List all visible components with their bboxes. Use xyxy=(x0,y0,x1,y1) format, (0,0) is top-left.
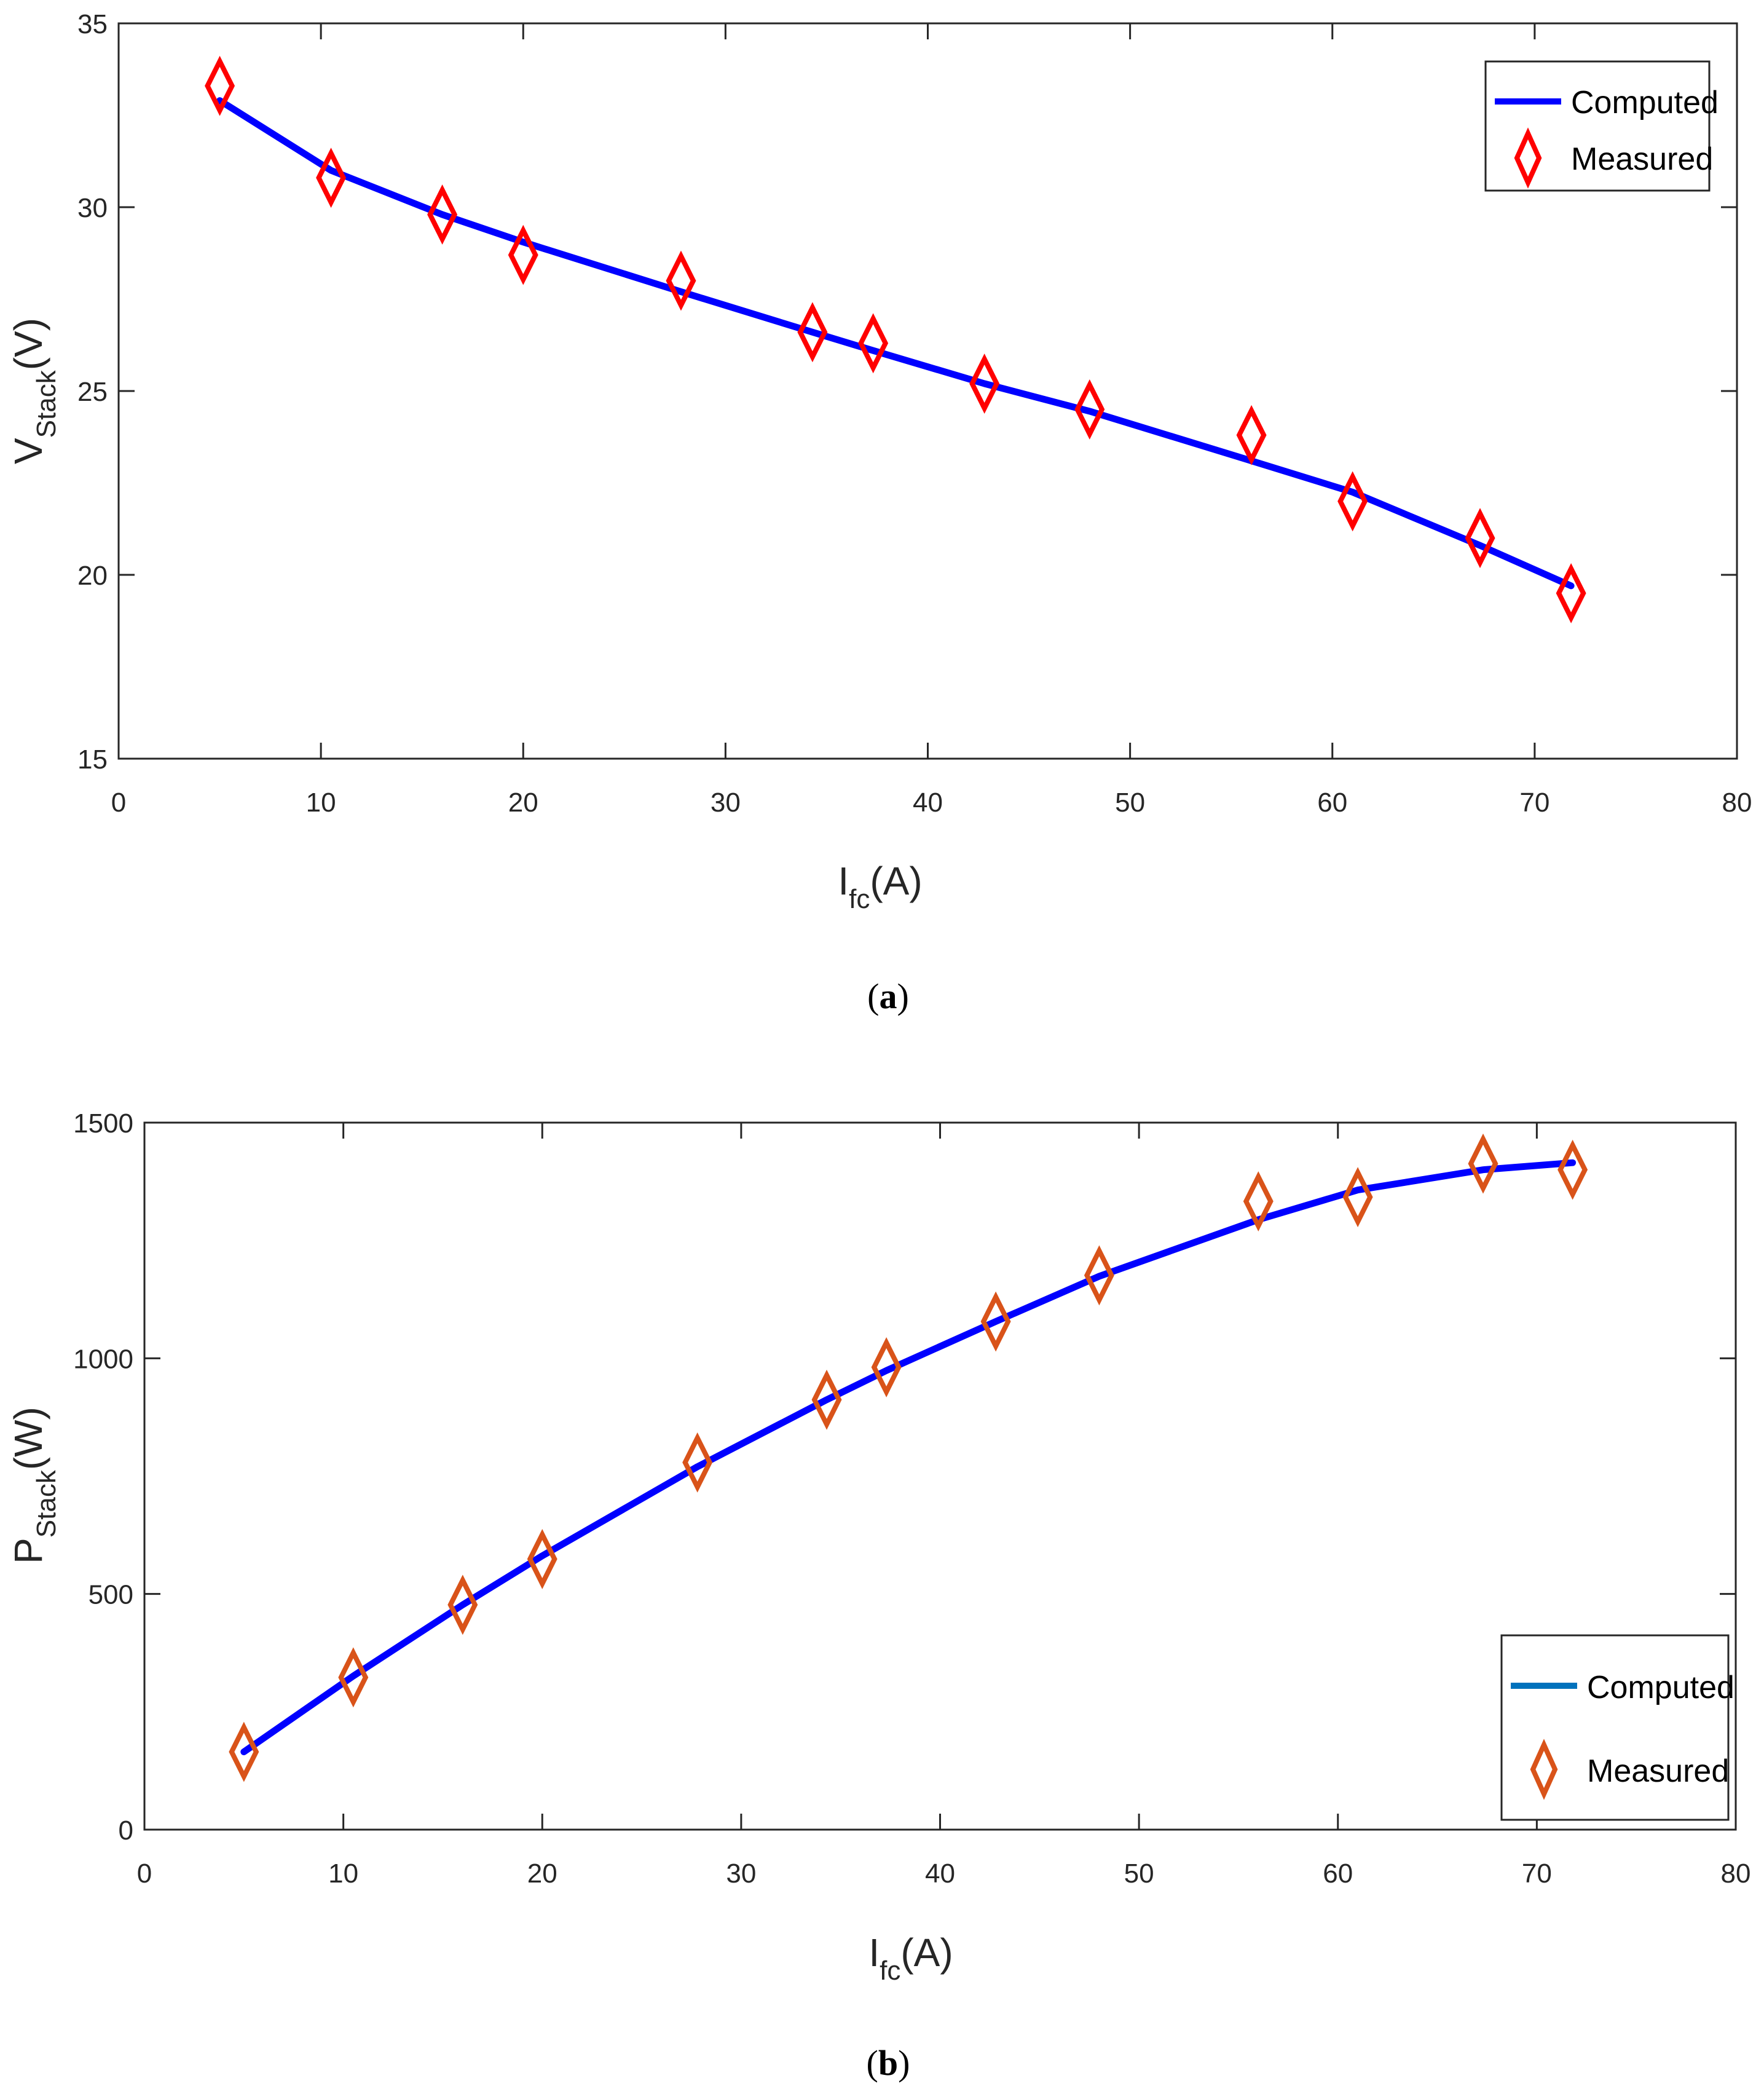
legend-computed-label-b: Computed xyxy=(1587,1670,1734,1705)
computed-line xyxy=(240,1159,1577,1755)
series-b xyxy=(229,1133,1588,1782)
measured-marker xyxy=(338,1647,369,1708)
legend-b: Computed Measured xyxy=(1500,1634,1734,1821)
x-ticks-b: 0 10 20 30 40 50 60 70 80 xyxy=(137,1123,1751,1889)
legend-measured-swatch-a xyxy=(1514,127,1542,189)
y-tick-label: 500 xyxy=(89,1580,133,1610)
x-tick-label: 60 xyxy=(1317,788,1347,818)
y-tick-label: 0 xyxy=(119,1815,133,1846)
measured-marker xyxy=(427,184,458,245)
caption-b: (b) xyxy=(867,2043,910,2083)
x-tick-label: 70 xyxy=(1522,1859,1552,1889)
measured-marker xyxy=(1337,471,1368,532)
x-tick-label: 50 xyxy=(1124,1859,1154,1889)
measured-marker xyxy=(447,1574,478,1635)
x-tick-label: 30 xyxy=(711,788,741,818)
measured-marker xyxy=(1084,1245,1114,1306)
legend-box-b xyxy=(1500,1634,1730,1821)
measured-marker xyxy=(508,224,538,285)
measured-marker xyxy=(1074,379,1105,440)
y-axis-label-a: VStack(V) xyxy=(6,318,61,464)
caption-a: (a) xyxy=(867,976,909,1016)
y-tick-label: 20 xyxy=(77,561,108,591)
legend-measured-label-a: Measured xyxy=(1571,141,1713,177)
y-ticks-b: 0 500 1000 1500 xyxy=(73,1108,1736,1846)
legend-measured-label-b: Measured xyxy=(1587,1753,1729,1789)
measured-marker xyxy=(316,148,347,208)
y-tick-label: 30 xyxy=(77,193,108,223)
measured-marker xyxy=(980,1291,1011,1352)
y-tick-label: 1000 xyxy=(73,1344,133,1374)
x-tick-label: 0 xyxy=(137,1859,152,1889)
measured-marker xyxy=(871,1337,902,1397)
measured-marker xyxy=(1342,1167,1373,1228)
measured-marker xyxy=(666,250,696,311)
measured-marker xyxy=(797,302,828,363)
measured-marker xyxy=(969,354,1000,414)
x-tick-label: 40 xyxy=(913,788,943,818)
x-tick-label: 80 xyxy=(1721,1859,1751,1889)
measured-marker xyxy=(1236,405,1267,465)
measured-marker xyxy=(1557,1139,1588,1200)
y-ticks-a: 15 20 25 30 35 xyxy=(77,9,1737,775)
measured-marker xyxy=(858,313,889,374)
y-tick-label: 25 xyxy=(77,377,108,407)
measured-marker xyxy=(1243,1171,1274,1231)
x-tick-label: 10 xyxy=(328,1859,358,1889)
measured-marker xyxy=(1468,1133,1498,1194)
series-a xyxy=(205,55,1586,623)
computed-line xyxy=(216,97,1575,590)
x-tick-label: 40 xyxy=(925,1859,955,1889)
x-axis-label-a: Ifc(A) xyxy=(838,859,922,914)
y-tick-label: 15 xyxy=(77,745,108,775)
y-tick-label: 35 xyxy=(77,9,108,39)
measured-marker xyxy=(527,1528,557,1589)
x-axis-label-b: Ifc(A) xyxy=(868,1930,953,1986)
legend-measured-swatch-b xyxy=(1530,1739,1558,1800)
measured-marker xyxy=(811,1369,842,1430)
legend-computed-label-a: Computed xyxy=(1571,85,1719,120)
x-tick-label: 80 xyxy=(1722,788,1752,818)
x-tick-label: 0 xyxy=(111,788,126,818)
chart-b: 0 10 20 30 40 50 60 70 80 0 500 1000 1500 Ifc(A) PS… xyxy=(6,1108,1750,2083)
x-tick-label: 20 xyxy=(508,788,538,818)
measured-marker xyxy=(682,1432,713,1493)
chart-a: 0 10 20 30 40 50 60 70 80 15 20 25 30 35 Ifc(A) VSta… xyxy=(6,9,1752,1016)
x-tick-label: 20 xyxy=(527,1859,557,1889)
x-tick-label: 30 xyxy=(726,1859,756,1889)
x-tick-label: 60 xyxy=(1323,1859,1353,1889)
plot-area-a xyxy=(117,22,1738,760)
measured-marker xyxy=(1556,563,1586,623)
plot-area-b xyxy=(143,1121,1737,1831)
measured-marker xyxy=(229,1721,259,1782)
x-tick-label: 10 xyxy=(306,788,336,818)
measured-marker xyxy=(1465,508,1495,569)
x-tick-label: 70 xyxy=(1519,788,1549,818)
x-ticks-a: 0 10 20 30 40 50 60 70 80 xyxy=(111,23,1752,818)
y-tick-label: 1500 xyxy=(73,1108,133,1139)
legend-a: Computed Measured xyxy=(1484,60,1719,192)
y-axis-label-b: PStack(W) xyxy=(6,1407,61,1564)
x-tick-label: 50 xyxy=(1115,788,1145,818)
measured-marker xyxy=(205,55,235,116)
